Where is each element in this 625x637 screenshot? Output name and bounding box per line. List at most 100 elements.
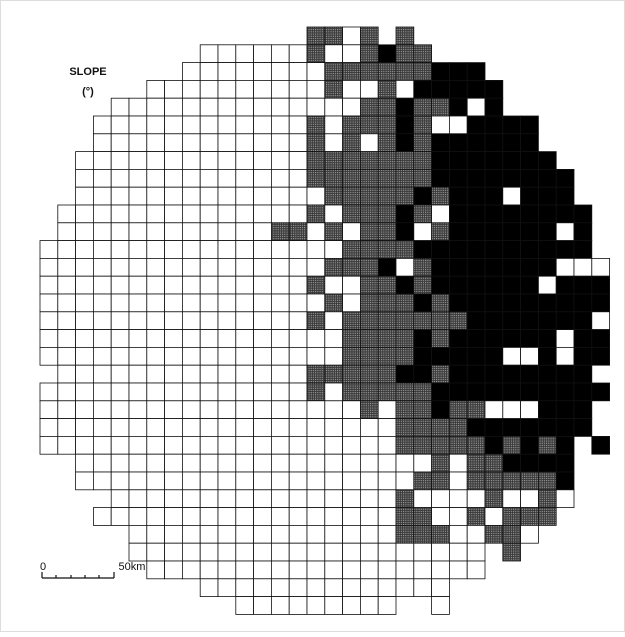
grid-cell xyxy=(236,80,254,98)
grid-cell xyxy=(147,134,165,152)
slope-map: SLOPE (°) 0 50km xyxy=(0,0,625,632)
grid-cell xyxy=(360,258,378,276)
grid-cell xyxy=(289,579,307,597)
grid-cell xyxy=(574,258,592,276)
grid-cell xyxy=(378,490,396,508)
grid-cell xyxy=(592,312,610,330)
grid-cell xyxy=(538,187,556,205)
grid-cell xyxy=(396,579,414,597)
grid-cell xyxy=(574,205,592,223)
grid-cell xyxy=(503,436,521,454)
grid-cell xyxy=(521,276,539,294)
grid-cell xyxy=(254,187,272,205)
grid-cell xyxy=(360,330,378,348)
grid-cell xyxy=(449,454,467,472)
grid-cell xyxy=(325,365,343,383)
grid-cell xyxy=(432,525,450,543)
grid-cell xyxy=(129,258,147,276)
grid-cell xyxy=(200,579,218,597)
grid-cell xyxy=(182,365,200,383)
grid-cell xyxy=(396,419,414,437)
grid-cell xyxy=(200,187,218,205)
grid-cell xyxy=(218,525,236,543)
grid-cell xyxy=(236,258,254,276)
grid-cell xyxy=(414,169,432,187)
grid-cell xyxy=(254,579,272,597)
grid-cell xyxy=(307,241,325,259)
grid-cell xyxy=(378,241,396,259)
grid-cell xyxy=(485,419,503,437)
grid-cell xyxy=(414,241,432,259)
grid-cell xyxy=(503,152,521,170)
grid-cell xyxy=(271,169,289,187)
grid-cell xyxy=(467,454,485,472)
grid-cell xyxy=(378,454,396,472)
grid-cell xyxy=(218,330,236,348)
grid-cell xyxy=(325,330,343,348)
grid-cell xyxy=(360,116,378,134)
grid-cell xyxy=(325,490,343,508)
grid-cell xyxy=(254,347,272,365)
grid-cell xyxy=(289,187,307,205)
grid-cell xyxy=(40,436,58,454)
grid-cell xyxy=(449,312,467,330)
grid-cell xyxy=(76,152,94,170)
grid-cell xyxy=(449,294,467,312)
grid-cell xyxy=(271,294,289,312)
grid-cell xyxy=(307,472,325,490)
grid-cell xyxy=(236,276,254,294)
grid-cell xyxy=(236,98,254,116)
grid-cell xyxy=(289,223,307,241)
grid-cell xyxy=(503,383,521,401)
grid-cell xyxy=(218,579,236,597)
grid-cell xyxy=(414,330,432,348)
grid-cell xyxy=(449,561,467,579)
grid-cell xyxy=(396,152,414,170)
grid-cell xyxy=(111,490,129,508)
grid-cell xyxy=(485,241,503,259)
grid-cell xyxy=(360,134,378,152)
grid-cell xyxy=(378,561,396,579)
grid-cell xyxy=(76,419,94,437)
grid-cell xyxy=(432,597,450,615)
grid-cell xyxy=(432,312,450,330)
grid-cell xyxy=(93,365,111,383)
grid-cell xyxy=(200,294,218,312)
grid-cell xyxy=(129,294,147,312)
grid-cell xyxy=(236,436,254,454)
grid-cell xyxy=(165,205,183,223)
grid-cell xyxy=(414,80,432,98)
grid-cell xyxy=(93,472,111,490)
grid-cell xyxy=(182,152,200,170)
grid-cell xyxy=(40,330,58,348)
grid-cell xyxy=(432,347,450,365)
grid-cell xyxy=(236,454,254,472)
grid-cell xyxy=(58,223,76,241)
grid-cell xyxy=(378,169,396,187)
grid-cell xyxy=(236,579,254,597)
grid-cell xyxy=(414,223,432,241)
grid-cell xyxy=(432,258,450,276)
grid-cell xyxy=(271,597,289,615)
grid-cell xyxy=(343,98,361,116)
grid-cell xyxy=(129,169,147,187)
grid-cell xyxy=(218,205,236,223)
grid-cell xyxy=(521,152,539,170)
grid-cell xyxy=(165,241,183,259)
grid-cell xyxy=(485,454,503,472)
grid-cell xyxy=(93,187,111,205)
grid-cell xyxy=(271,347,289,365)
grid-cell xyxy=(343,561,361,579)
grid-cell xyxy=(93,330,111,348)
grid-cell xyxy=(521,330,539,348)
grid-cell xyxy=(574,347,592,365)
grid-cell xyxy=(538,401,556,419)
grid-cell xyxy=(503,508,521,526)
grid-cell xyxy=(432,365,450,383)
grid-cell xyxy=(396,401,414,419)
grid-cell xyxy=(93,419,111,437)
grid-cell xyxy=(218,223,236,241)
grid-cell xyxy=(343,383,361,401)
grid-cell xyxy=(271,276,289,294)
grid-cell xyxy=(432,472,450,490)
